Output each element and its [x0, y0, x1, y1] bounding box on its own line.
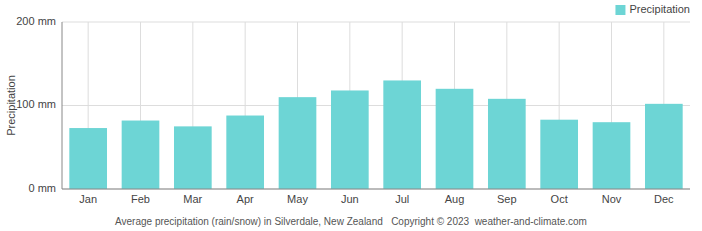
bar — [69, 128, 107, 189]
bar — [279, 97, 317, 189]
footer-text: Average precipitation (rain/snow) in Sil… — [115, 216, 587, 227]
legend-label: Precipitation — [629, 3, 690, 15]
bar — [436, 89, 474, 189]
x-tick-label: May — [287, 193, 308, 205]
x-tick-label: Dec — [654, 193, 674, 205]
legend: Precipitation — [615, 3, 690, 15]
bar — [593, 122, 631, 189]
y-axis-line — [62, 22, 63, 189]
x-tick-label: Apr — [237, 193, 254, 205]
x-tick-label: Jun — [341, 193, 359, 205]
bars — [69, 80, 682, 189]
x-tick-label: Nov — [602, 193, 622, 205]
x-tick-label: Mar — [183, 193, 202, 205]
bar — [540, 120, 578, 189]
bar — [122, 121, 160, 189]
grid — [62, 22, 690, 189]
x-tick-label: Jan — [79, 193, 97, 205]
grid-line — [62, 22, 690, 23]
bar — [383, 80, 421, 189]
x-tick-label: Aug — [445, 193, 465, 205]
grid-line — [62, 105, 690, 106]
axes: Jan Feb Mar Apr May Jun Jul Aug Sep Oct Nov Dec — [62, 22, 690, 205]
x-axis-line — [62, 189, 690, 190]
y-axis: 0 mm 100 mm 200 mm — [16, 15, 56, 194]
legend-swatch — [615, 5, 625, 15]
bar — [174, 126, 212, 189]
y-axis-label: Precipitation — [5, 75, 17, 136]
bar — [331, 90, 369, 189]
bar — [488, 99, 526, 189]
y-tick-label: 100 mm — [16, 98, 56, 110]
y-tick-label: 200 mm — [16, 15, 56, 27]
bar — [645, 104, 683, 189]
x-tick-label: Oct — [551, 193, 568, 205]
y-tick-label: 0 mm — [29, 182, 57, 194]
chart: 0 mm 100 mm 200 mm Jan Feb Mar Apr May Jun Jul Aug… — [0, 0, 702, 231]
bar — [226, 116, 264, 189]
x-tick-label: Sep — [497, 193, 517, 205]
grid-line — [62, 189, 690, 190]
x-tick-label: Feb — [131, 193, 150, 205]
x-tick-label: Jul — [395, 193, 409, 205]
